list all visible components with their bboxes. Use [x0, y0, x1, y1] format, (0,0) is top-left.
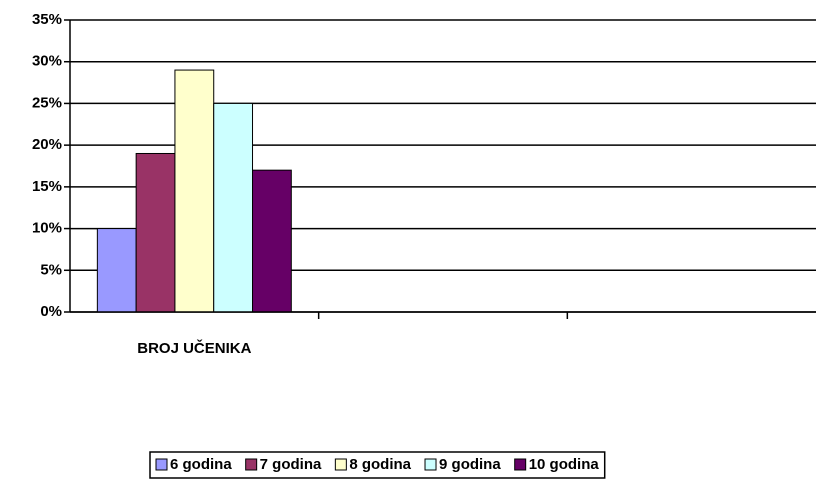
legend-label: 9 godina — [439, 456, 501, 473]
y-tick-label: 30% — [32, 53, 62, 70]
legend-label: 10 godina — [529, 456, 600, 473]
legend-swatch — [514, 458, 527, 471]
legend-label: 6 godina — [170, 456, 232, 473]
legend-label: 7 godina — [260, 456, 322, 473]
y-tick-label: 20% — [32, 136, 62, 153]
legend-swatch — [155, 458, 168, 471]
y-tick-label: 25% — [32, 94, 62, 111]
y-tick-label: 5% — [40, 261, 62, 278]
bar — [252, 169, 292, 313]
y-tick-label: 35% — [32, 11, 62, 28]
legend-label: 8 godina — [349, 456, 411, 473]
bar — [96, 228, 137, 313]
legend-box — [149, 451, 606, 479]
legend-swatch — [424, 458, 437, 471]
bar — [213, 102, 254, 313]
y-tick-label: 10% — [32, 220, 62, 237]
bar — [135, 152, 176, 313]
y-tick-label: 0% — [40, 303, 62, 320]
legend-swatch — [245, 458, 258, 471]
bar — [174, 69, 215, 313]
x-tick-label: BROJ UČENIKA — [137, 339, 251, 357]
legend-swatch — [334, 458, 347, 471]
y-tick-label: 15% — [32, 178, 62, 195]
